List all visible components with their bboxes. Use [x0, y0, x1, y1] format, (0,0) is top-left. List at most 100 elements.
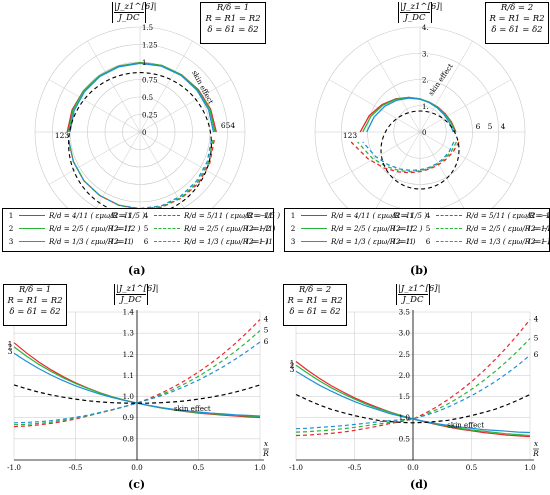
x-tick-label-d: -0.5 — [348, 463, 362, 472]
curve-label-2-d: 2 — [290, 361, 295, 370]
legend-swatch — [436, 228, 462, 229]
cartesian-plot-d — [295, 310, 539, 461]
param-d-line2: R = R1 = R2 — [287, 296, 343, 306]
series-line-skin effect-c — [13, 384, 261, 404]
series-line-2-a — [67, 62, 216, 133]
cartesian-plot-c — [13, 310, 269, 461]
y-tick-label-d: 2.0 — [399, 371, 411, 380]
y-tick-label-c: 0.9 — [123, 413, 135, 422]
y-tick-label-d: 0.5 — [399, 434, 411, 443]
y-tick-label-c: 1.0 — [123, 392, 135, 401]
ylabel-c-num: |J_z1^[6]| — [116, 284, 159, 295]
y-tick-label-d: 3.0 — [399, 329, 411, 338]
series-line-6-b — [362, 141, 455, 172]
ylabel-a-den: J_DC — [118, 13, 140, 23]
param-box-d: R/δ = 2 R = R1 = R2 δ = δ1 = δ2 — [283, 284, 347, 326]
param-b-line2: R = R1 = R2 — [489, 14, 545, 24]
x-tick-label-c: 0.5 — [193, 463, 205, 472]
x-tick-label-c: 0.0 — [131, 463, 143, 472]
legend-swatch — [19, 228, 45, 229]
y-tick-label-c: 1.3 — [123, 329, 135, 338]
polar-plot-a — [34, 26, 246, 238]
panel-label-a: (a) — [128, 264, 146, 277]
radial-tick-label-b: 3. — [422, 50, 429, 58]
skin-effect-label-b: skin effect — [427, 62, 455, 97]
series-numbers-label-a2: 654 — [221, 121, 236, 130]
series-line-5-a — [67, 139, 214, 210]
polar-spoke-b — [419, 79, 512, 133]
legend-number: 4 — [143, 211, 149, 220]
legend-ratio-text: R/d = 5/11 ( εμω/R = 1/5 ) — [184, 211, 281, 220]
y-tick-label-d: 2.5 — [399, 350, 411, 359]
polar-spoke-a — [139, 131, 232, 185]
skin-effect-label-c: skin effect — [174, 405, 211, 413]
ylabel-c: |J_z1^[6]| J_DC — [114, 284, 159, 305]
radial-tick-label-b: 4. — [422, 24, 429, 32]
legend-current-relation: I2=−I1 — [528, 211, 550, 220]
legend-current-relation: I2=I1 — [393, 237, 414, 246]
legend-ratio-text: R/d = 1/3 ( εμω/R = 1 ) — [184, 237, 269, 246]
series-line-1-b — [359, 96, 457, 133]
legend-swatch — [301, 215, 327, 216]
polar-spoke-b — [367, 40, 421, 133]
param-box-b: R/δ = 2 R = R1 = R2 δ = δ1 = δ2 — [485, 2, 549, 44]
ylabel-b-den: J_DC — [404, 13, 426, 23]
radial-tick-label-a: 1.5 — [142, 24, 153, 32]
legend-current-relation: I2=−I1 — [246, 224, 273, 233]
ylabel-c-den: J_DC — [120, 295, 142, 305]
series-line-3-d — [295, 370, 531, 434]
series-line-6-d — [295, 354, 531, 430]
legend-number: 2 — [8, 224, 14, 233]
ylabel-b-num: |J_z1^[6]| — [400, 2, 443, 13]
polar-spoke-a — [87, 131, 141, 224]
curve-label-6-d: 6 — [534, 350, 539, 359]
legend-current-relation: I2=−I1 — [528, 224, 550, 233]
param-box-c: R/δ = 1 R = R1 = R2 δ = δ1 = δ2 — [3, 284, 67, 326]
series-line-4-b — [350, 141, 460, 174]
polar-spoke-a — [139, 40, 193, 133]
x-tick-label-d: -1.0 — [289, 463, 303, 472]
param-a-line3: δ = δ1 = δ2 — [207, 25, 259, 35]
legend-b: 1 R/d = 4/11 ( εμω/R = 1/5 ) I2=I1 2 R/d = 2… — [284, 208, 550, 252]
polar-spoke-b — [419, 40, 473, 133]
series-line-4-c — [13, 319, 261, 428]
legend-number: 5 — [425, 224, 431, 233]
x-tick-label-c: -0.5 — [69, 463, 83, 472]
legend-number: 5 — [143, 224, 149, 233]
ylabel-a-num: |J_z1^[6]| — [114, 2, 157, 13]
legend-ratio-text: R/d = 1/3 ( εμω/R = 1 ) — [466, 237, 550, 246]
x-label-den-d: R — [532, 449, 539, 458]
y-tick-label-d: 1.0 — [399, 413, 411, 422]
polar-spoke-b — [328, 131, 421, 185]
legend-current-relation: I2=I1 — [393, 224, 414, 233]
polar-spoke-a — [87, 40, 141, 133]
polar-spoke-b — [367, 131, 421, 224]
legend-swatch — [301, 228, 327, 229]
legend-current-relation: I2=I1 — [111, 211, 132, 220]
radial-tick-label-b: 2. — [422, 77, 429, 85]
y-tick-label-d: 1.5 — [399, 392, 411, 401]
series-line-6-a — [67, 139, 213, 210]
legend-ratio-text: R/d = 2/5 ( εμω/R = 1/2 ) — [49, 224, 141, 233]
legend-swatch — [436, 215, 462, 216]
legend-ratio-text: R/d = 2/5 ( εμω/R = 1/2 ) — [184, 224, 276, 233]
radial-tick-label-b: 1. — [422, 103, 429, 111]
legend-current-relation: I2=I1 — [111, 237, 132, 246]
param-c-line2: R = R1 = R2 — [7, 296, 63, 306]
legend-a: 1 R/d = 4/11 ( εμω/R = 1/5 ) I2=I1 2 R/d = 2… — [2, 208, 280, 252]
ylabel-d-den: J_DC — [402, 295, 424, 305]
legend-number: 2 — [290, 224, 296, 233]
ylabel-d-num: |J_z1^[6]| — [398, 284, 441, 295]
polar-spoke-a — [139, 79, 232, 133]
curve-label-1-c: 1 — [8, 340, 13, 349]
legend-swatch — [301, 241, 327, 242]
param-d-line1: R/δ = 2 — [298, 285, 332, 295]
series-line-3-c — [13, 352, 261, 417]
curve-label-5-d: 5 — [534, 334, 539, 343]
x-label-den-c: R — [262, 449, 269, 458]
param-d-line3: δ = δ1 = δ2 — [289, 307, 341, 317]
polar-spoke-a — [48, 79, 141, 133]
legend-ratio-text: R/d = 2/5 ( εμω/R = 1/2 ) — [466, 224, 550, 233]
